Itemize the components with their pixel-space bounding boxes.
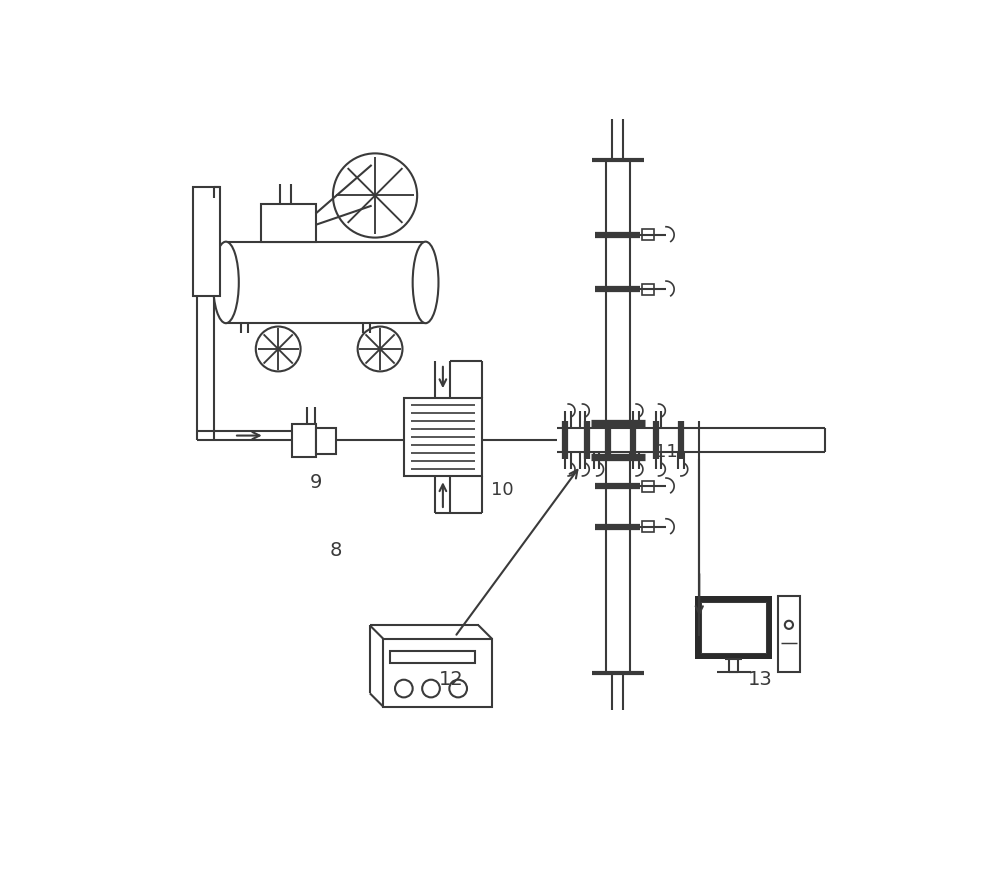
Bar xyxy=(642,229,654,240)
Ellipse shape xyxy=(213,242,239,323)
Circle shape xyxy=(256,326,301,371)
Bar xyxy=(642,521,654,533)
Circle shape xyxy=(358,326,402,371)
Bar xyxy=(292,424,316,457)
Circle shape xyxy=(422,680,440,698)
Circle shape xyxy=(333,153,417,237)
Bar xyxy=(193,187,220,296)
Bar xyxy=(404,398,482,476)
Circle shape xyxy=(395,680,413,698)
Bar xyxy=(390,651,475,662)
Circle shape xyxy=(449,680,467,698)
Bar xyxy=(642,481,654,491)
Circle shape xyxy=(785,621,793,629)
Text: 8: 8 xyxy=(330,542,342,560)
Bar xyxy=(778,596,800,671)
Bar xyxy=(701,602,766,654)
Bar xyxy=(695,596,772,660)
Bar xyxy=(226,242,426,323)
Text: 13: 13 xyxy=(748,670,773,689)
Text: 9: 9 xyxy=(309,474,322,492)
Bar xyxy=(316,428,336,453)
Bar xyxy=(383,639,492,706)
Text: 12: 12 xyxy=(439,670,464,689)
Ellipse shape xyxy=(413,242,438,323)
Text: 11: 11 xyxy=(655,443,678,461)
Bar xyxy=(642,284,654,295)
Bar xyxy=(261,205,316,242)
Text: 10: 10 xyxy=(491,481,514,498)
